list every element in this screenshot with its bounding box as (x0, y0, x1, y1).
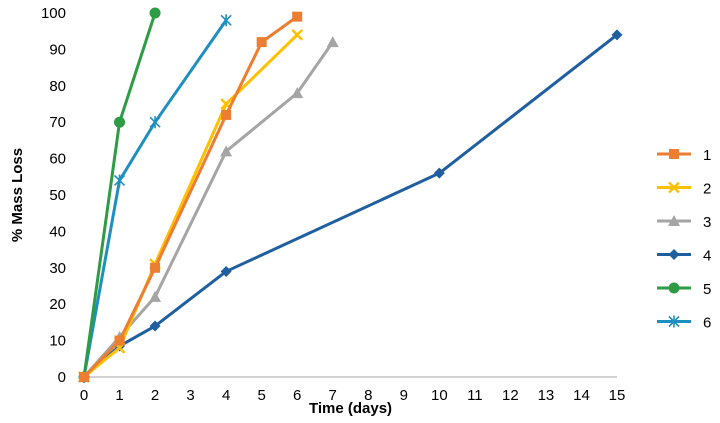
data-point (149, 116, 161, 129)
data-point (256, 37, 267, 48)
legend-label: 4 (703, 248, 711, 265)
x-tick-label: 14 (573, 387, 590, 404)
series-5 (78, 7, 161, 383)
x-tick-label: 3 (186, 387, 194, 404)
x-tick-label: 11 (467, 387, 483, 404)
y-tick-label: 0 (58, 369, 66, 386)
x-tick-label: 10 (431, 387, 448, 404)
series-layer (78, 7, 623, 383)
legend-label: 1 (703, 147, 711, 164)
data-point (291, 28, 304, 41)
legend-item: 3 (657, 214, 711, 231)
y-tick-label: 30 (49, 260, 66, 277)
x-tick-label: 7 (329, 387, 337, 404)
data-point (149, 7, 161, 19)
data-point (292, 11, 303, 22)
data-point (113, 174, 126, 187)
series-4 (78, 29, 623, 383)
series-line (83, 33, 618, 379)
y-axis-ticks: 0 10 20 30 40 50 60 70 80 90 100 (41, 5, 66, 386)
y-tick-label: 80 (49, 78, 66, 95)
data-point (220, 265, 232, 277)
data-point (433, 167, 445, 179)
legend-label: 3 (703, 214, 711, 231)
x-tick-label: 1 (115, 387, 123, 404)
legend-item: 1 (657, 147, 711, 164)
legend-label: 6 (703, 315, 711, 332)
y-tick-label: 20 (49, 296, 66, 313)
x-tick-label: 13 (538, 387, 555, 404)
legend-marker (668, 181, 680, 194)
legend-item: 2 (657, 181, 711, 198)
series-line (82, 19, 228, 378)
legend-item: 5 (657, 281, 711, 298)
data-point (79, 372, 89, 382)
legend-marker (668, 215, 680, 226)
series-line (82, 41, 334, 378)
x-tick-label: 6 (293, 387, 301, 404)
y-tick-label: 10 (49, 333, 66, 350)
data-point (221, 109, 232, 120)
x-axis-ticks: 0 1 2 3 4 5 6 7 8 9 10 11 12 13 14 15 (80, 387, 626, 404)
y-tick-label: 50 (49, 187, 66, 204)
legend-marker (669, 149, 679, 159)
y-tick-label: 90 (49, 41, 66, 58)
x-tick-label: 2 (151, 387, 159, 404)
series-1 (79, 11, 303, 382)
series-3 (78, 36, 339, 382)
data-point (114, 116, 126, 128)
x-axis-title: Time (days) (309, 400, 392, 417)
x-tick-label: 12 (502, 387, 519, 404)
y-tick-label: 70 (49, 114, 66, 131)
x-tick-label: 0 (80, 387, 88, 404)
legend-item: 6 (657, 315, 711, 332)
legend: 1 2 3 4 5 6 (657, 147, 711, 332)
data-point (611, 29, 623, 41)
legend-item: 4 (657, 248, 711, 265)
data-point (220, 14, 232, 27)
series-2 (78, 28, 304, 383)
y-tick-label: 60 (49, 151, 66, 168)
legend-marker (668, 249, 680, 260)
data-point (149, 320, 161, 332)
x-tick-label: 15 (609, 387, 626, 404)
legend-label: 2 (703, 181, 711, 198)
x-tick-label: 8 (364, 387, 372, 404)
y-tick-label: 40 (49, 223, 66, 240)
data-point (149, 290, 162, 302)
data-point (220, 145, 233, 157)
data-point (114, 335, 125, 346)
legend-marker (668, 282, 680, 294)
legend-label: 5 (703, 281, 711, 298)
y-tick-label: 100 (41, 5, 66, 22)
y-axis-title: % Mass Loss (9, 148, 26, 242)
data-point (150, 262, 161, 273)
x-tick-label: 5 (257, 387, 265, 404)
x-tick-label: 4 (222, 387, 230, 404)
series-line (82, 15, 299, 379)
data-point (326, 36, 339, 48)
legend-marker (668, 315, 680, 328)
x-tick-label: 9 (400, 387, 408, 404)
data-point (291, 87, 304, 99)
